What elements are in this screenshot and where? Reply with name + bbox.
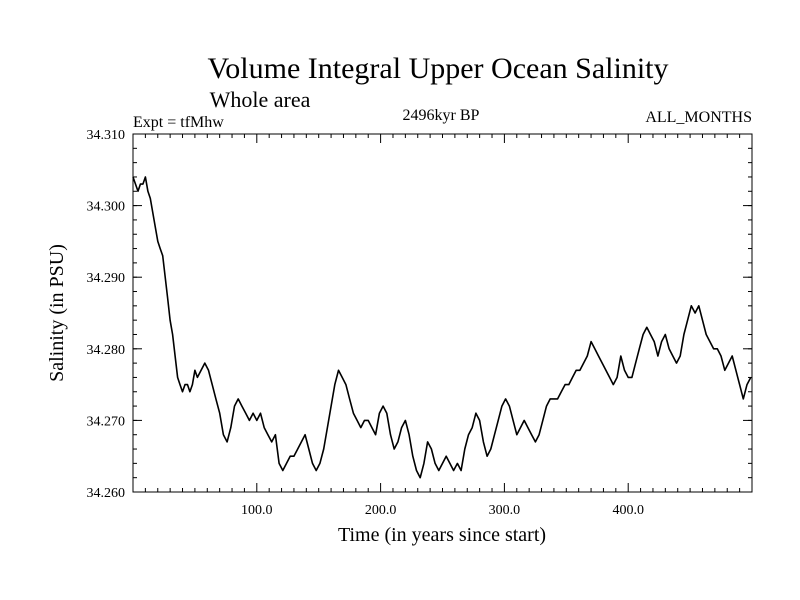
y-tick-label: 34.280	[87, 343, 126, 358]
x-tick-label: 100.0	[241, 503, 273, 518]
annotation-right: ALL_MONTHS	[645, 109, 752, 126]
y-tick-label: 34.310	[87, 128, 126, 143]
x-axis: 100.0 200.0 300.0 400.0	[144, 134, 741, 518]
y-axis: 34.260 34.270 34.280 34.290 34.300 34.310	[87, 128, 752, 501]
y-tick-label: 34.290	[87, 271, 126, 286]
y-tick-label: 34.270	[87, 414, 126, 429]
x-tick-label: 400.0	[612, 503, 644, 518]
x-axis-label: Time (in years since start)	[338, 524, 546, 546]
y-tick-label: 34.260	[87, 486, 126, 501]
x-tick-label: 200.0	[365, 503, 397, 518]
chart-subtitle: Whole area	[210, 87, 311, 112]
annotation-left: Expt = tfMhw	[133, 114, 224, 131]
chart-title: Volume Integral Upper Ocean Salinity	[208, 52, 669, 85]
y-tick-label: 34.300	[87, 200, 126, 215]
y-axis-label: Salinity (in PSU)	[46, 244, 68, 382]
annotation-center: 2496kyr BP	[403, 107, 480, 124]
x-tick-label: 300.0	[489, 503, 521, 518]
salinity-series-line	[132, 176, 752, 479]
